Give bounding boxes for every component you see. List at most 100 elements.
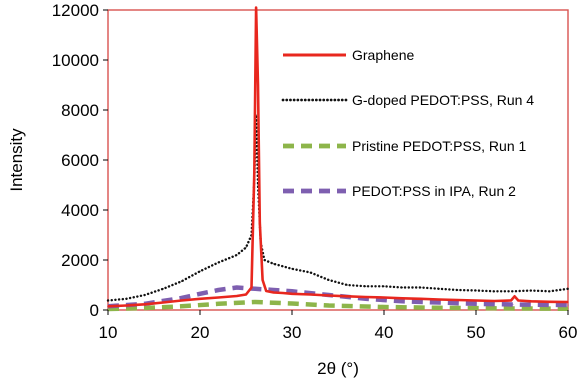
data-point: [475, 299, 477, 302]
y-tick-label: 8000: [61, 101, 99, 120]
series-line-1: [107, 6, 569, 308]
data-point: [217, 289, 220, 291]
x-tick-label: 40: [375, 323, 394, 342]
data-point: [510, 299, 512, 302]
data-point: [257, 84, 259, 86]
data-point: [180, 280, 183, 283]
data-point: [328, 294, 330, 297]
data-point: [272, 289, 275, 291]
data-point: [217, 261, 220, 264]
data-point: [438, 307, 441, 309]
data-point: [383, 285, 385, 288]
y-tick-label: 2000: [61, 251, 99, 270]
legend-label-4: PEDOT:PSS in IPA, Run 2: [352, 183, 516, 199]
data-point: [180, 297, 183, 299]
y-tick-label: 6000: [61, 151, 99, 170]
data-point: [107, 299, 109, 302]
data-point: [162, 301, 164, 304]
data-point: [180, 305, 183, 308]
data-point: [420, 298, 422, 300]
data-point: [309, 271, 312, 274]
data-point: [456, 299, 459, 301]
data-point: [217, 303, 220, 305]
data-point: [493, 307, 496, 310]
data-point: [517, 299, 520, 302]
data-point: [265, 290, 268, 292]
data-point: [291, 302, 293, 305]
data-point: [328, 304, 330, 307]
series-line-3: [107, 299, 569, 312]
data-point: [383, 306, 385, 308]
data-point: [291, 290, 293, 293]
data-point: [456, 289, 459, 291]
data-point: [253, 171, 256, 174]
data-point: [364, 285, 367, 288]
data-point: [530, 289, 532, 292]
data-point: [107, 308, 109, 310]
axes: 10 20 30 40 50 60 0 2000 4000 6000 8000 10000 12000: [52, 1, 578, 342]
y-axis-title: Intensity: [7, 128, 26, 192]
data-point: [475, 289, 477, 292]
y-tick-label: 10000: [52, 51, 99, 70]
data-point: [548, 301, 551, 303]
data-point: [364, 298, 367, 300]
data-point: [236, 295, 238, 297]
data-point: [144, 303, 146, 306]
data-point: [144, 307, 146, 309]
data-point: [272, 291, 275, 294]
data-point: [513, 295, 516, 298]
data-point: [125, 304, 128, 307]
series-layer: [106, 6, 570, 312]
data-point: [282, 265, 284, 268]
data-point: [493, 290, 496, 293]
data-point: [512, 290, 514, 293]
y-tick-label: 0: [90, 301, 99, 320]
data-point: [236, 286, 238, 289]
data-point: [245, 246, 247, 249]
data-point: [567, 308, 569, 310]
data-point: [530, 300, 532, 303]
data-point: [272, 263, 275, 265]
data-point: [364, 296, 367, 298]
y-tick-label: 4000: [61, 201, 99, 220]
x-tick-label: 50: [467, 323, 486, 342]
data-point: [383, 296, 385, 299]
data-point: [250, 286, 253, 289]
data-point: [199, 293, 201, 295]
data-point: [309, 293, 312, 296]
data-point: [199, 298, 201, 300]
data-point: [144, 294, 146, 296]
legend-label-1: Graphene: [352, 47, 414, 63]
y-tick-label: 12000: [52, 1, 99, 20]
series-line-4: [107, 285, 569, 309]
data-point: [567, 304, 569, 306]
data-point: [567, 301, 569, 303]
legend-label-3: Pristine PEDOT:PSS, Run 1: [352, 138, 527, 154]
data-point: [217, 296, 220, 299]
data-point: [259, 221, 261, 224]
data-point: [420, 286, 422, 289]
data-point: [199, 270, 201, 273]
data-point: [263, 259, 266, 261]
data-point: [475, 303, 477, 305]
data-point: [328, 279, 330, 281]
data-point: [401, 297, 404, 300]
data-point: [548, 290, 551, 293]
data-point: [346, 295, 349, 298]
data-point: [493, 300, 496, 302]
data-point: [438, 288, 441, 290]
data-point: [401, 300, 404, 303]
x-tick-label: 60: [559, 323, 578, 342]
data-point: [236, 254, 238, 256]
x-axis-title: 2θ (°): [317, 359, 359, 378]
data-point: [282, 292, 284, 294]
x-tick-label: 10: [99, 323, 118, 342]
data-point: [567, 288, 569, 290]
x-tick-label: 30: [283, 323, 302, 342]
data-point: [254, 288, 256, 290]
legend-label-2: G-doped PEDOT:PSS, Run 4: [352, 92, 534, 108]
data-point: [245, 293, 247, 296]
data-point: [125, 298, 128, 300]
data-point: [162, 288, 164, 290]
